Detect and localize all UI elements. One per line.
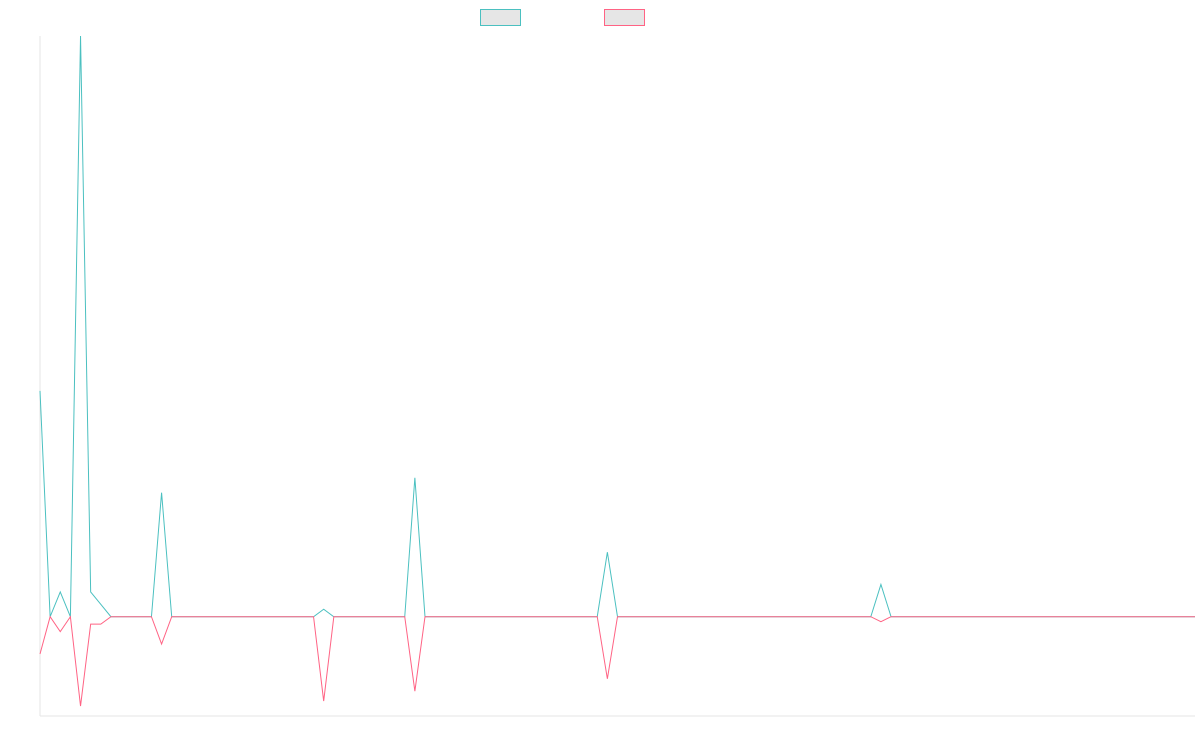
- series-line-1: [39, 35, 1195, 618]
- legend-swatch-series-1: [480, 9, 521, 26]
- chart-legend: [0, 9, 1200, 27]
- legend-swatch-series-2: [604, 9, 645, 26]
- series-line-2: [39, 615, 1195, 707]
